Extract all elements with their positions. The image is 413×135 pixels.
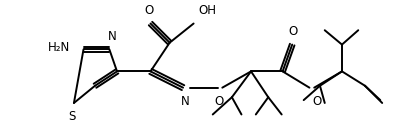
Text: OH: OH	[198, 4, 216, 17]
Text: N: N	[180, 95, 189, 108]
Text: O: O	[144, 4, 153, 17]
Text: N: N	[108, 30, 116, 43]
Text: O: O	[214, 95, 223, 108]
Text: O: O	[311, 95, 321, 108]
Text: S: S	[68, 110, 76, 123]
Text: H₂N: H₂N	[48, 41, 70, 54]
Text: O: O	[288, 25, 297, 38]
